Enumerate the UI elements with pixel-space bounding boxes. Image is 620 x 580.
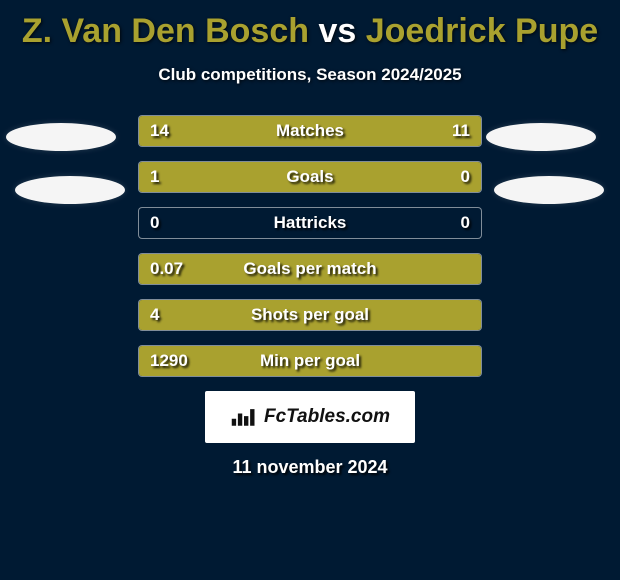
bars-icon <box>230 406 258 428</box>
subtitle: Club competitions, Season 2024/2025 <box>0 65 620 85</box>
title-vs: vs <box>318 12 356 50</box>
ellipse-icon <box>15 176 125 204</box>
brand-text: FcTables.com <box>264 406 390 428</box>
page-title: Z. Van Den Bosch vs Joedrick Pupe <box>0 0 620 51</box>
date-line: 11 november 2024 <box>0 457 620 478</box>
brand-badge: FcTables.com <box>205 391 415 443</box>
stat-row: 00Hattricks <box>0 207 620 239</box>
comparison-rows: 1411Matches10Goals00Hattricks0.07Goals p… <box>0 115 620 377</box>
title-player1: Z. Van Den Bosch <box>22 12 309 50</box>
title-player2: Joedrick Pupe <box>366 12 598 50</box>
metric-label: Shots per goal <box>0 299 620 331</box>
stat-row: 4Shots per goal <box>0 299 620 331</box>
ellipse-icon <box>486 123 596 151</box>
metric-label: Min per goal <box>0 345 620 377</box>
stat-row: 0.07Goals per match <box>0 253 620 285</box>
ellipse-icon <box>6 123 116 151</box>
ellipse-icon <box>494 176 604 204</box>
stat-row: 1290Min per goal <box>0 345 620 377</box>
metric-label: Hattricks <box>0 207 620 239</box>
metric-label: Goals per match <box>0 253 620 285</box>
